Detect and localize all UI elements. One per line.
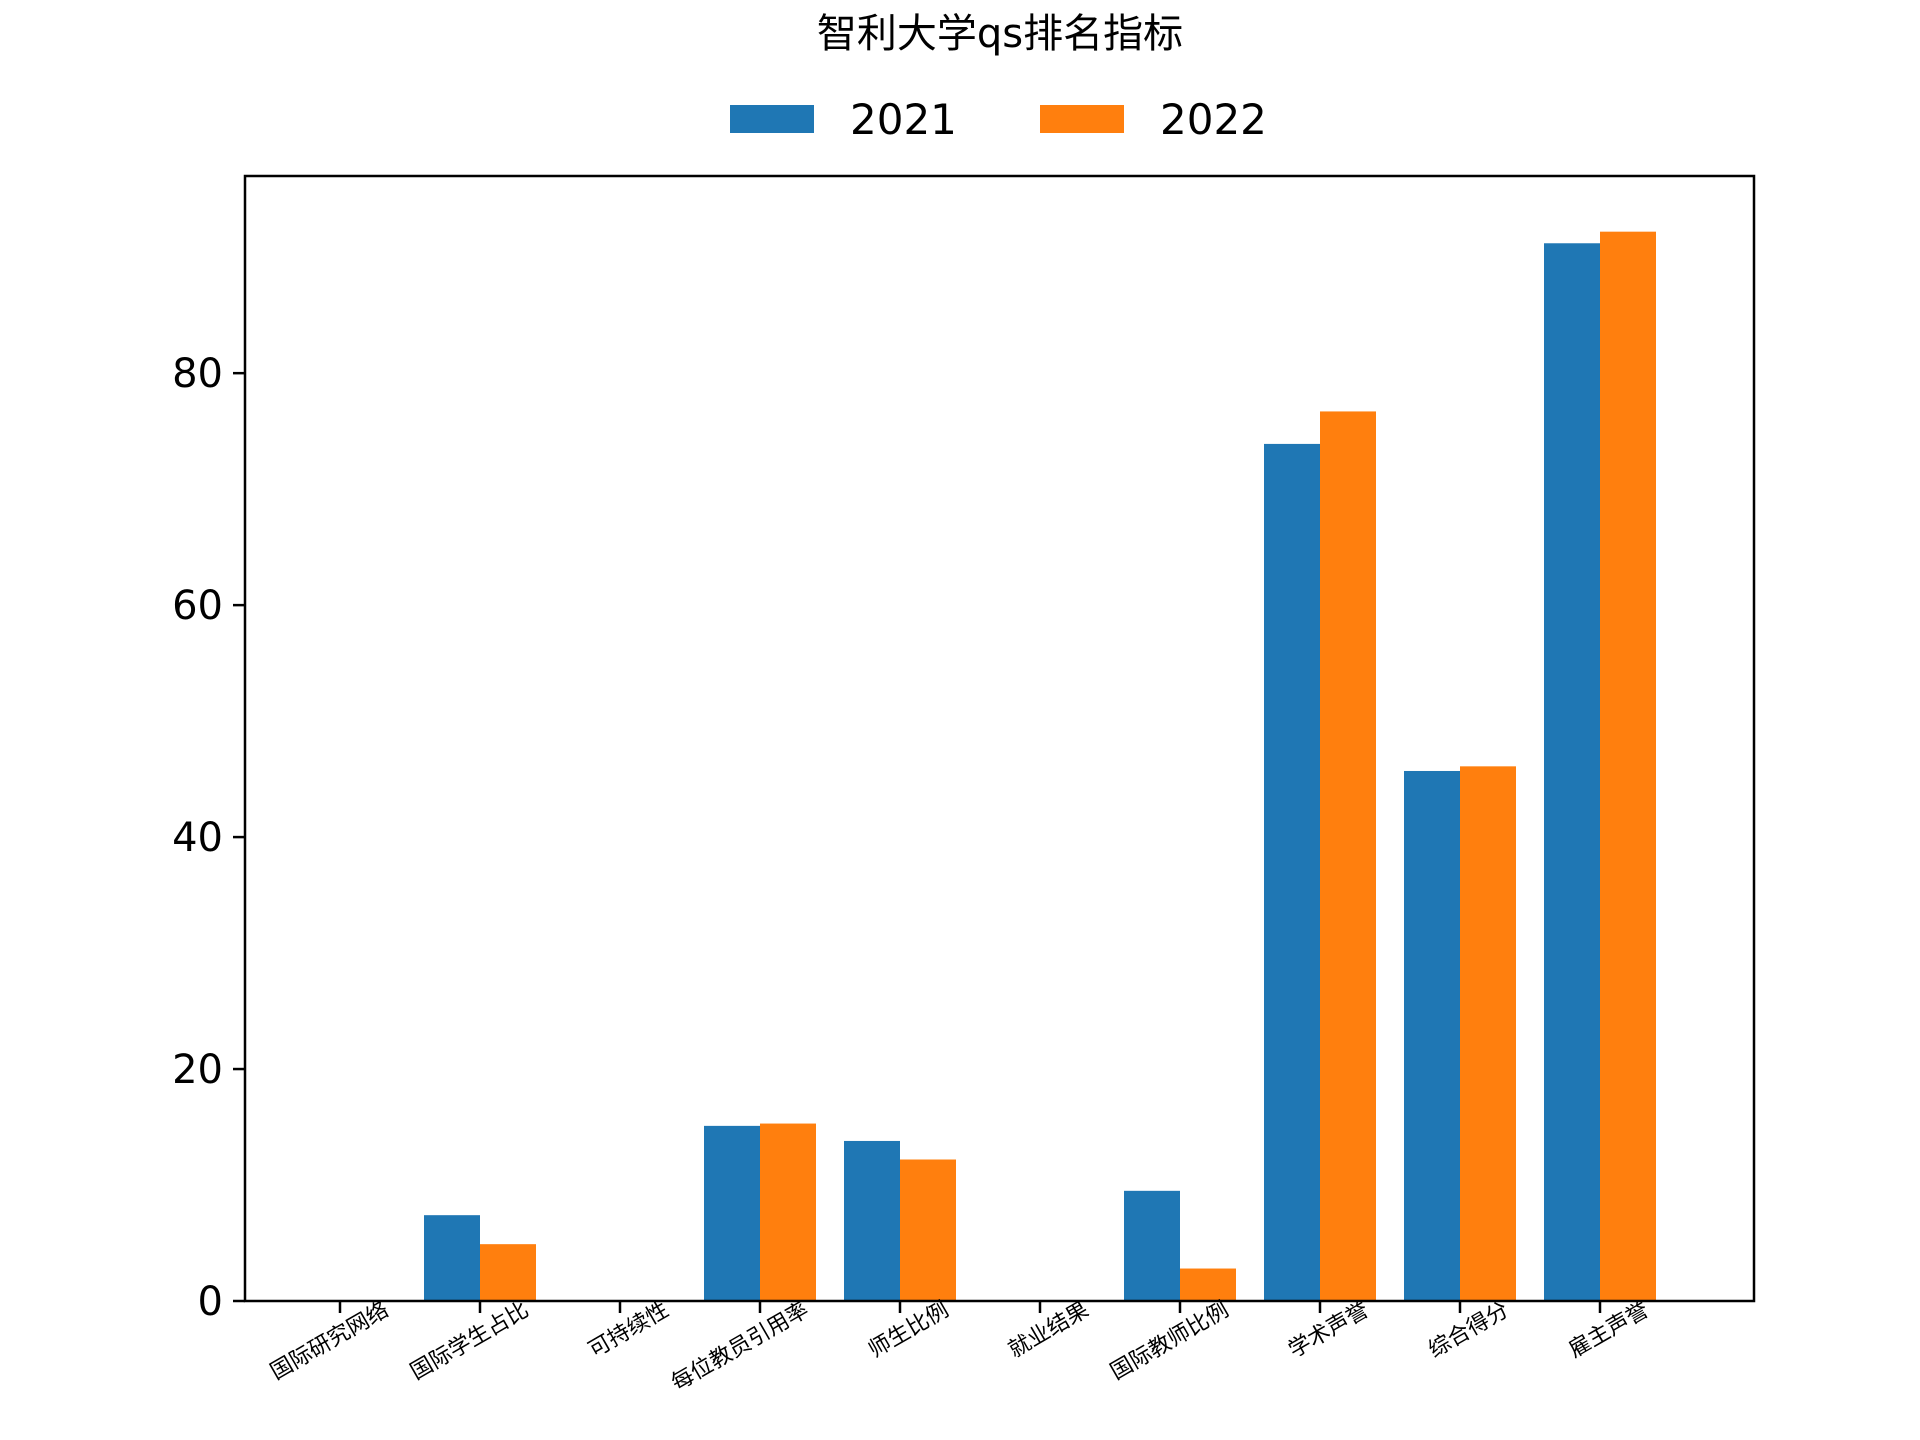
bar-2021-3	[704, 1125, 760, 1301]
x-tick-label-3: 每位教员引用率	[667, 1298, 813, 1397]
x-tick-label-5: 就业结果	[1005, 1298, 1094, 1364]
y-tick-label-80: 80	[172, 351, 223, 397]
bar-2021-4	[844, 1140, 900, 1301]
x-tick-label-7: 学术声誉	[1285, 1298, 1374, 1364]
y-axis: 0 20 40 60 80	[172, 351, 245, 1325]
legend: 2021 2022	[730, 95, 1267, 144]
y-tick-label-0: 0	[198, 1279, 223, 1325]
y-tick-label-20: 20	[172, 1047, 223, 1093]
plot-frame	[243, 174, 1756, 1303]
bar-2022-7	[1320, 411, 1376, 1302]
bar-2022-6	[1180, 1268, 1236, 1301]
legend-swatch-2022	[1040, 105, 1124, 133]
x-tick-label-2: 可持续性	[585, 1298, 674, 1364]
bar-2022-1	[480, 1244, 536, 1301]
bar-2021-9	[1544, 243, 1600, 1301]
legend-label-2022: 2022	[1160, 95, 1267, 144]
bar-2022-8	[1460, 766, 1516, 1301]
y-tick-label-60: 60	[172, 583, 223, 629]
x-tick-label-9: 雇主声誉	[1565, 1298, 1654, 1364]
x-tick-label-4: 师生比例	[865, 1298, 954, 1364]
chart-title: 智利大学qs排名指标	[817, 11, 1183, 57]
bar-2022-4	[900, 1159, 956, 1301]
bar-2021-1	[424, 1215, 480, 1301]
x-tick-label-0: 国际研究网络	[266, 1298, 393, 1386]
bar-2021-6	[1124, 1190, 1180, 1301]
x-tick-label-1: 国际学生占比	[406, 1298, 533, 1386]
legend-label-2021: 2021	[850, 95, 957, 144]
legend-swatch-2021	[730, 105, 814, 133]
bars	[424, 231, 1656, 1302]
x-tick-label-8: 综合得分	[1425, 1298, 1514, 1364]
x-tick-label-6: 国际教师比例	[1106, 1298, 1233, 1386]
bar-2021-7	[1264, 443, 1320, 1302]
bar-2021-8	[1404, 770, 1460, 1301]
y-tick-label-40: 40	[172, 815, 223, 861]
bar-2022-9	[1600, 231, 1656, 1301]
bar-2022-3	[760, 1123, 816, 1301]
